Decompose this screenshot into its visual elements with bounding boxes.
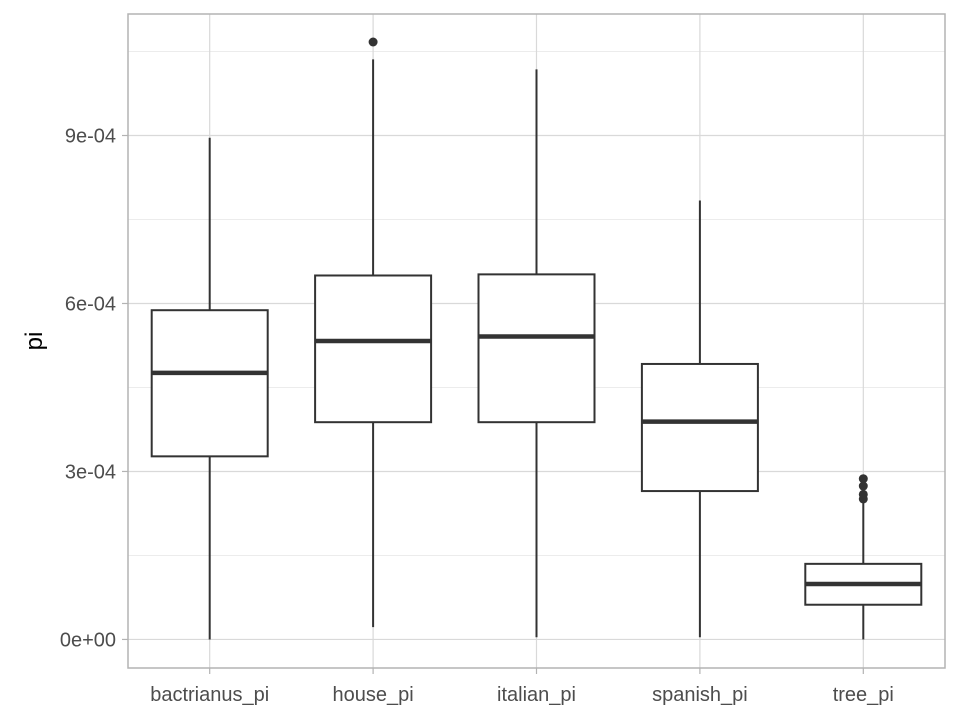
- x-tick-label: bactrianus_pi: [150, 684, 269, 706]
- box-tree_pi: [804, 474, 923, 640]
- box-italian_pi: [477, 69, 596, 638]
- outlier-point: [858, 481, 868, 491]
- x-tick-label: spanish_pi: [652, 684, 748, 706]
- y-tick-label: 9e-04: [65, 126, 116, 148]
- y-tick-label: 6e-04: [65, 293, 116, 315]
- x-tick-labels: bactrianus_pi house_pi italian_pi spanish_p…: [150, 684, 894, 706]
- y-tick-label: 0e+00: [60, 629, 116, 651]
- axis-ticks: [122, 134, 864, 674]
- box-series: [150, 37, 923, 640]
- iqr-box: [477, 273, 596, 424]
- box-bactrianus_pi: [150, 137, 269, 640]
- outlier-point: [858, 474, 868, 484]
- iqr-box: [314, 274, 433, 424]
- y-axis-title: pi: [21, 332, 48, 351]
- x-tick-label: house_pi: [333, 684, 414, 706]
- x-tick-label: tree_pi: [833, 684, 894, 706]
- x-tick-label: italian_pi: [497, 684, 576, 706]
- y-tick-labels: 0e+00 3e-04 6e-04 9e-04: [60, 126, 116, 652]
- outlier-point: [368, 37, 378, 47]
- box-spanish_pi: [640, 200, 759, 638]
- box-house_pi: [314, 37, 433, 628]
- outlier-point: [858, 489, 868, 499]
- iqr-box: [150, 309, 269, 458]
- iqr-box: [640, 362, 759, 493]
- y-tick-label: 3e-04: [65, 461, 116, 483]
